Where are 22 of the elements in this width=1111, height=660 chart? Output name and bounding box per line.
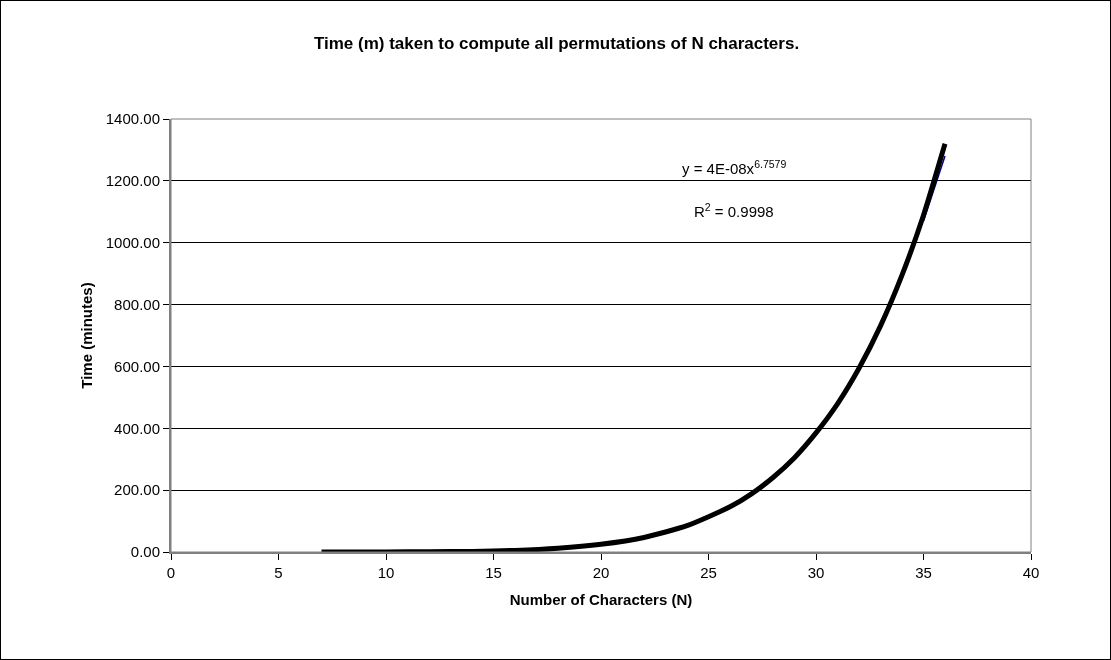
x-tick-label: 20	[592, 564, 610, 581]
x-tick-label: 15	[485, 564, 502, 581]
y-tick-label: 600.00	[114, 357, 160, 375]
chart-title: Time (m) taken to compute all permutations of N characters.	[313, 34, 800, 54]
x-tick-label: 25	[700, 564, 717, 581]
annotation: R$^{2}$ = 0.9998	[694, 201, 774, 221]
y-tick-label: 1200.00	[105, 172, 160, 190]
y-tick-label: 200.00	[114, 481, 160, 499]
x-tick-label: 35	[915, 564, 932, 581]
y-tick-label: 800.00	[114, 295, 160, 313]
y-tick-label: 1000.00	[105, 233, 160, 251]
x-tick-label: 40	[1022, 564, 1040, 581]
y-tick-label: 400.00	[114, 419, 160, 437]
annotation: y = 4E-08x$^{6.7579}$	[682, 158, 787, 178]
y-axis-title: Time (minutes)	[77, 282, 95, 389]
x-tick-label: 10	[377, 564, 395, 581]
x-tick-label: 5	[274, 564, 283, 581]
x-tick-label: 0	[166, 564, 176, 581]
x-tick-label: 30	[807, 564, 825, 581]
y-tick-label: 0.00	[130, 543, 160, 561]
x-axis-title: Number of Characters (N)	[509, 590, 693, 608]
y-tick-label: 1400.00	[105, 110, 160, 128]
